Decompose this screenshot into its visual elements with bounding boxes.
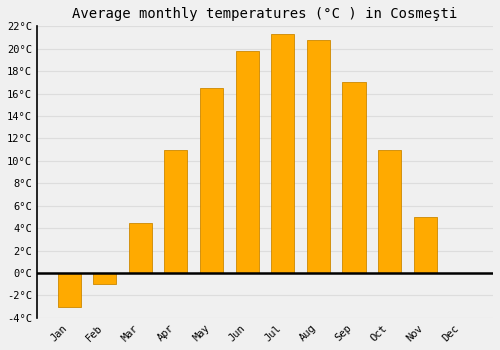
Bar: [342, 82, 365, 273]
Bar: [200, 88, 223, 273]
Bar: [93, 273, 116, 284]
Bar: [307, 40, 330, 273]
Bar: [58, 273, 80, 307]
Bar: [271, 34, 294, 273]
Bar: [128, 223, 152, 273]
Title: Average monthly temperatures (°C ) in Cosmeşti: Average monthly temperatures (°C ) in Co…: [72, 7, 458, 21]
Bar: [164, 150, 188, 273]
Bar: [236, 51, 258, 273]
Bar: [414, 217, 436, 273]
Bar: [378, 150, 401, 273]
